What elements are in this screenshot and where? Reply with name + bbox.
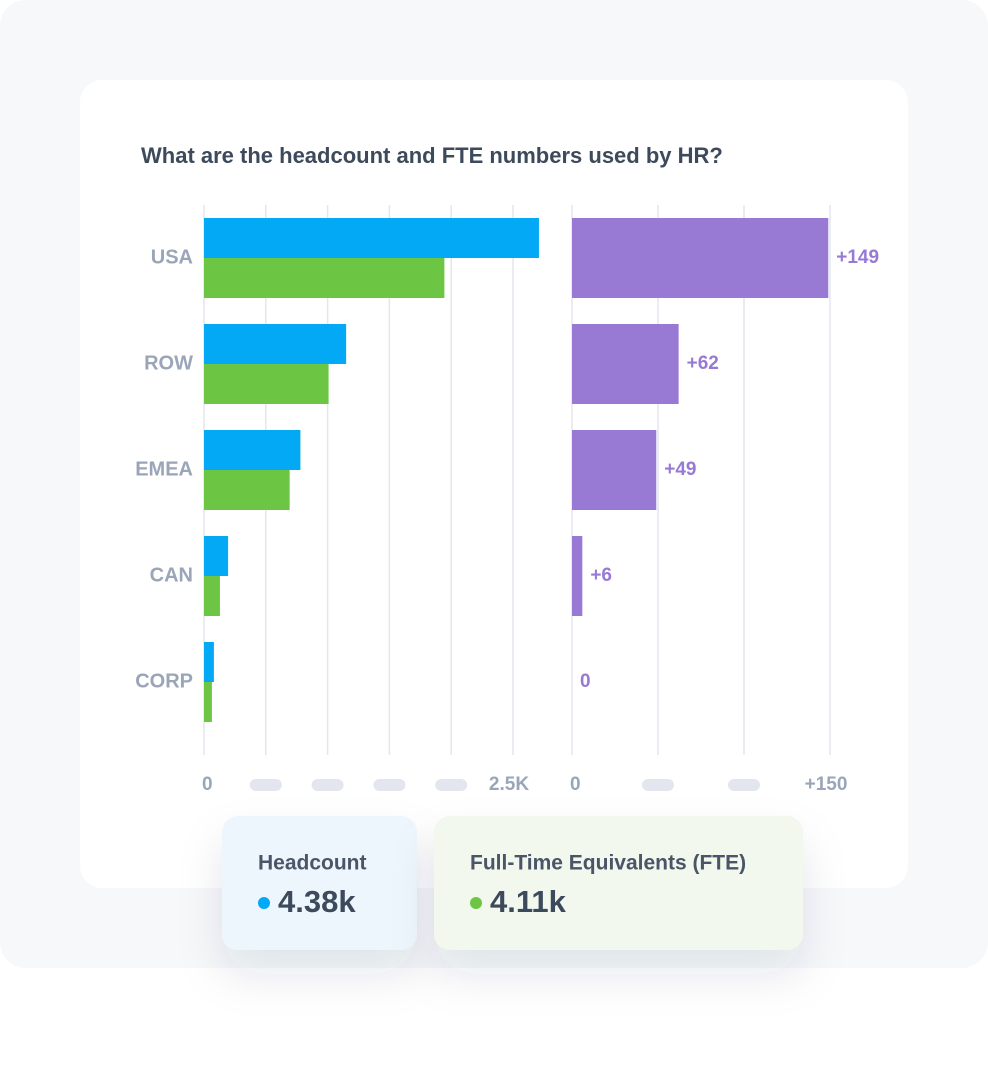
bar bbox=[204, 364, 329, 404]
category-label: EMEA bbox=[135, 458, 193, 480]
plot: 0 2.5K USA ROW EMEA CAN CORP 0 +150 +149 +62 +49 +6 0 bbox=[135, 205, 879, 795]
bar bbox=[204, 682, 212, 722]
chart-title: What are the headcount and FTE numbers u… bbox=[141, 143, 723, 168]
value-label: +149 bbox=[836, 247, 879, 268]
summary-card bbox=[434, 816, 803, 950]
bar bbox=[204, 430, 301, 470]
bar bbox=[204, 258, 445, 298]
bar bbox=[204, 576, 220, 616]
legend-dot bbox=[258, 897, 270, 909]
value-label: +49 bbox=[664, 459, 696, 480]
tick-placeholder bbox=[642, 779, 674, 791]
x-tick-label: 2.5K bbox=[489, 774, 529, 795]
value-label: 0 bbox=[580, 671, 591, 692]
summary-value: 4.11k bbox=[490, 884, 567, 919]
legend-dot bbox=[470, 897, 482, 909]
tick-placeholder bbox=[311, 779, 344, 791]
tick-placeholder bbox=[249, 779, 282, 791]
bar bbox=[572, 536, 583, 616]
bar bbox=[572, 218, 829, 298]
x-tick-label: +150 bbox=[805, 774, 848, 795]
legend-label: Headcount bbox=[258, 852, 367, 875]
bar bbox=[204, 470, 290, 510]
category-label: CORP bbox=[135, 670, 193, 692]
tick-placeholder bbox=[435, 779, 468, 791]
bar bbox=[204, 324, 347, 364]
bar bbox=[572, 324, 679, 404]
legend-label: Full-Time Equivalents (FTE) bbox=[470, 852, 746, 875]
category-label: ROW bbox=[144, 352, 193, 374]
bar bbox=[204, 218, 539, 258]
category-label: CAN bbox=[150, 564, 193, 586]
category-label: USA bbox=[151, 246, 193, 268]
bar bbox=[572, 430, 657, 510]
tick-placeholder bbox=[373, 779, 406, 791]
bar bbox=[204, 642, 214, 682]
summary-value: 4.38k bbox=[278, 884, 356, 919]
summary-card bbox=[222, 816, 417, 950]
value-label: +62 bbox=[687, 353, 719, 374]
x-tick-label: 0 bbox=[202, 774, 213, 795]
x-tick-label: 0 bbox=[570, 774, 581, 795]
value-label: +6 bbox=[590, 565, 612, 586]
bar bbox=[204, 536, 229, 576]
tick-placeholder bbox=[728, 779, 760, 791]
summary: Headcount 4.38k Full-Time Equivalents (FTE… bbox=[258, 852, 746, 919]
